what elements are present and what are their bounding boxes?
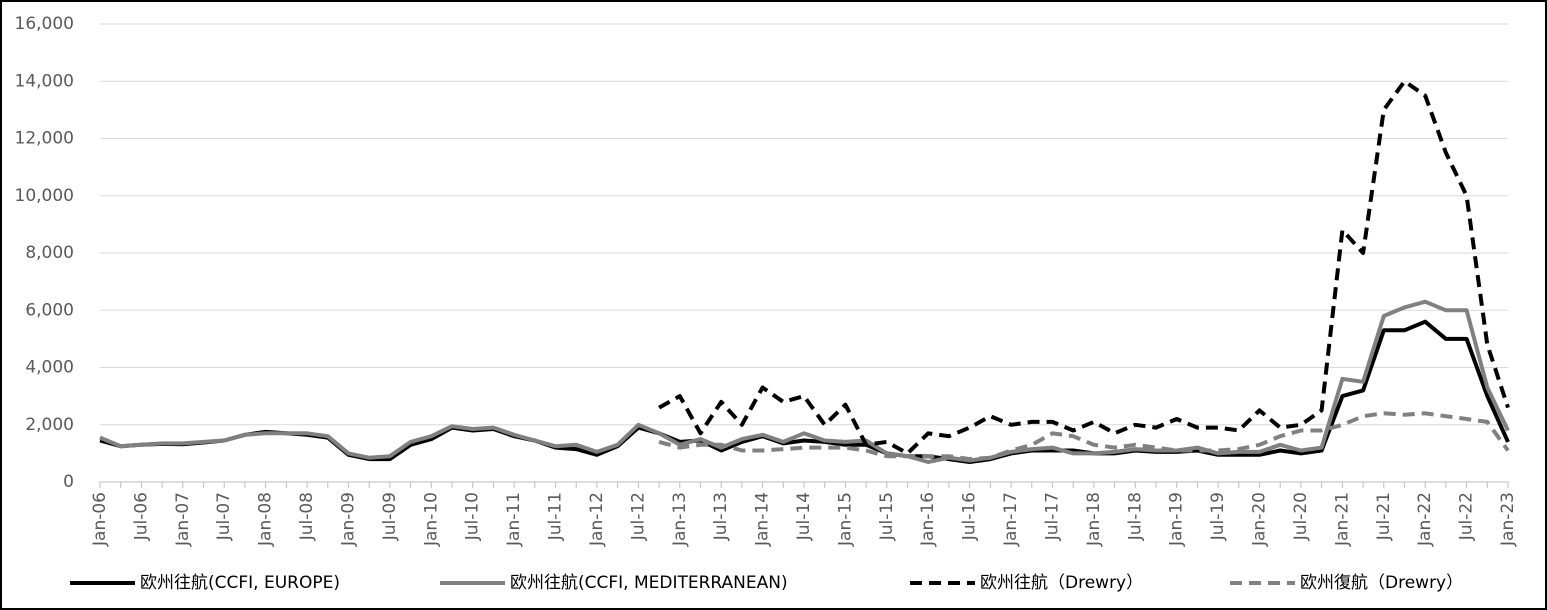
x-tick-label: Jul-11 bbox=[546, 492, 566, 541]
series-line bbox=[658, 411, 1510, 462]
x-tick-label: Jul-20 bbox=[1291, 492, 1311, 541]
series-line bbox=[658, 79, 1510, 456]
x-tick-label: Jul-07 bbox=[214, 492, 234, 541]
x-tick-label: Jan-13 bbox=[670, 492, 690, 547]
x-tick-label: Jan-11 bbox=[504, 492, 524, 547]
x-tick-label: Jan-08 bbox=[256, 492, 276, 547]
x-tick-label: Jan-17 bbox=[1001, 492, 1021, 547]
x-tick-label: Jan-07 bbox=[173, 492, 193, 547]
x-tick-label: Jan-19 bbox=[1167, 492, 1187, 547]
y-tick-label: 14,000 bbox=[15, 71, 74, 91]
x-tick-label: Jan-23 bbox=[1498, 492, 1518, 547]
series-line bbox=[99, 299, 1510, 464]
x-tick-label: Jan-21 bbox=[1332, 492, 1352, 547]
legend-label: 欧州復航（Drewry） bbox=[1300, 573, 1463, 593]
y-tick-label: 2,000 bbox=[25, 415, 74, 435]
x-tick-label: Jan-15 bbox=[835, 492, 855, 547]
x-tick-label: Jul-22 bbox=[1457, 492, 1477, 541]
legend-label: 欧州往航(CCFI, EUROPE) bbox=[140, 573, 340, 593]
x-tick-label: Jul-14 bbox=[794, 492, 814, 541]
x-tick-label: Jan-22 bbox=[1415, 492, 1435, 547]
x-tick-label: Jan-16 bbox=[918, 492, 938, 547]
x-tick-label: Jul-19 bbox=[1208, 492, 1228, 541]
y-tick-label: 16,000 bbox=[15, 14, 74, 34]
x-tick-label: Jul-10 bbox=[463, 492, 483, 541]
y-tick-label: 0 bbox=[63, 472, 74, 492]
x-tick-label: Jan-12 bbox=[587, 492, 607, 547]
x-tick-label: Jul-21 bbox=[1374, 492, 1394, 541]
x-tick-label: Jul-09 bbox=[380, 492, 400, 541]
y-tick-label: 8,000 bbox=[25, 243, 74, 263]
y-tick-label: 4,000 bbox=[25, 358, 74, 378]
x-tick-label: Jul-17 bbox=[1042, 492, 1062, 541]
legend-label: 欧州往航(CCFI, MEDITERRANEAN) bbox=[510, 573, 788, 593]
x-tick-label: Jan-10 bbox=[421, 492, 441, 547]
x-tick-label: Jul-16 bbox=[960, 492, 980, 541]
y-tick-label: 10,000 bbox=[15, 186, 74, 206]
x-tick-label: Jul-12 bbox=[628, 492, 648, 541]
x-tick-label: Jul-15 bbox=[877, 492, 897, 541]
x-tick-label: Jan-20 bbox=[1250, 492, 1270, 547]
x-tick-label: Jul-18 bbox=[1125, 492, 1145, 541]
x-tick-label: Jan-09 bbox=[338, 492, 358, 547]
x-tick-label: Jan-06 bbox=[90, 492, 110, 547]
y-tick-label: 12,000 bbox=[15, 129, 74, 149]
legend-label: 欧州往航（Drewry） bbox=[980, 573, 1143, 593]
x-tick-label: Jul-13 bbox=[711, 492, 731, 541]
x-tick-label: Jan-18 bbox=[1084, 492, 1104, 547]
x-tick-label: Jul-06 bbox=[131, 492, 151, 541]
x-tick-label: Jul-08 bbox=[297, 492, 317, 541]
x-tick-label: Jan-14 bbox=[753, 492, 773, 547]
y-tick-label: 6,000 bbox=[25, 300, 74, 320]
